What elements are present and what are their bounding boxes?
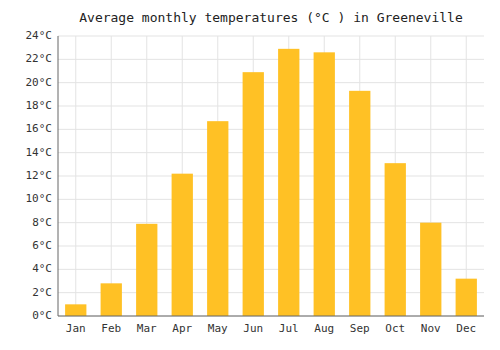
bar [207, 121, 228, 316]
x-tick-label: Jul [279, 322, 299, 335]
bar [349, 91, 370, 316]
x-tick-label: Feb [101, 322, 121, 335]
bars [65, 49, 477, 316]
x-tick-label: Mar [137, 322, 157, 335]
bar [420, 223, 441, 316]
x-tick-label: Apr [172, 322, 192, 335]
y-axis-line [58, 36, 59, 316]
y-grid-line [58, 129, 484, 130]
chart: 0°C 2°C 4°C 6°C 8°C 10°C 12°C 14°C 16°C 18°C 20°C 2… [0, 0, 500, 350]
y-tick-label: 0°C [32, 309, 52, 322]
bar [101, 283, 122, 316]
y-tick-label: 22°C [26, 52, 53, 65]
bar [243, 72, 264, 316]
x-grid-line [111, 36, 112, 316]
x-tick-label: Nov [421, 322, 441, 335]
grid [58, 36, 484, 316]
y-grid-line [58, 106, 484, 107]
y-tick-label: 14°C [26, 146, 53, 159]
y-grid-line [58, 199, 484, 200]
y-tick-label: 4°C [32, 262, 52, 275]
y-tick-label: 16°C [26, 122, 53, 135]
x-tick-label: Jan [66, 322, 86, 335]
bar [136, 224, 157, 316]
bar [314, 52, 335, 316]
y-tick-label: 10°C [26, 192, 53, 205]
bar [456, 279, 477, 316]
x-tick-label: Sep [350, 322, 370, 335]
bar [65, 304, 86, 316]
y-tick-label: 24°C [26, 29, 53, 42]
x-tick-labels: Jan Feb Mar Apr May Jun Jul Aug Sep Oct Nov Dec [66, 322, 476, 335]
bar [385, 163, 406, 316]
y-tick-label: 6°C [32, 239, 52, 252]
x-tick-label: Jun [243, 322, 263, 335]
y-grid-line [58, 36, 484, 37]
x-grid-line [75, 36, 76, 316]
x-tick-label: Oct [385, 322, 405, 335]
y-tick-labels: 0°C 2°C 4°C 6°C 8°C 10°C 12°C 14°C 16°C 18°C 20°C 2… [26, 29, 53, 322]
x-tick-label: Dec [456, 322, 476, 335]
y-grid-line [58, 82, 484, 83]
y-grid-line [58, 59, 484, 60]
x-tick-label: Aug [314, 322, 334, 335]
bar [278, 49, 299, 316]
y-grid-line [58, 152, 484, 153]
y-tick-label: 8°C [32, 216, 52, 229]
y-grid-line [58, 176, 484, 177]
bar [172, 174, 193, 316]
y-tick-label: 2°C [32, 286, 52, 299]
y-tick-label: 12°C [26, 169, 53, 182]
x-axis-line [58, 316, 484, 317]
x-tick-label: May [208, 322, 228, 335]
y-tick-label: 18°C [26, 99, 53, 112]
x-grid-line [466, 36, 467, 316]
y-grid-line [58, 316, 484, 317]
title: Average monthly temperatures (°C ) in Gr… [79, 10, 463, 25]
y-tick-label: 20°C [26, 76, 53, 89]
